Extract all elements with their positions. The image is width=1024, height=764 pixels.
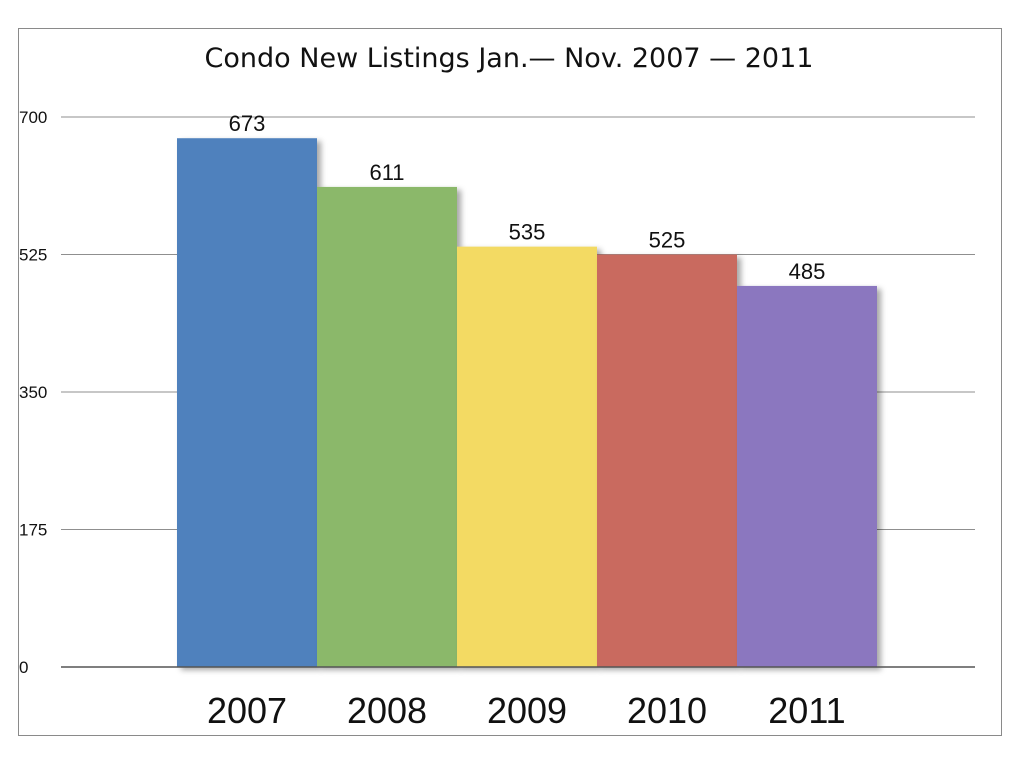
data-label-2008: 611	[369, 160, 404, 185]
y-tick-label: 700	[19, 108, 47, 127]
y-tick-label: 350	[19, 383, 47, 402]
y-axis-ticks: 0 175 350 525 700	[19, 108, 47, 677]
bar-2008	[317, 186, 457, 667]
y-tick-label: 175	[19, 521, 47, 540]
y-tick-label: 525	[19, 246, 47, 265]
chart-frame: Condo New Listings Jan.— Nov. 2007 — 201…	[18, 28, 1002, 736]
chart-title: Condo New Listings Jan.— Nov. 2007 — 201…	[205, 43, 814, 74]
x-axis-ticks: 2007 2008 2009 2010 2011	[207, 690, 846, 731]
x-tick-label-2009: 2009	[487, 690, 567, 731]
bar-2011	[737, 285, 877, 667]
bar-2009	[457, 246, 597, 667]
data-label-2010: 525	[649, 228, 686, 253]
data-label-2009: 535	[509, 220, 546, 245]
x-tick-label-2008: 2008	[347, 690, 427, 731]
bar-chart: Condo New Listings Jan.— Nov. 2007 — 201…	[19, 43, 975, 731]
bar-2010	[597, 254, 737, 667]
x-tick-label-2011: 2011	[768, 690, 845, 731]
y-tick-label: 0	[19, 658, 28, 677]
data-labels: 673 611 535 525 485	[229, 111, 826, 284]
bar-2007	[177, 138, 317, 667]
data-label-2007: 673	[229, 111, 266, 136]
data-label-2011: 485	[789, 259, 826, 284]
bars	[177, 138, 877, 667]
x-tick-label-2010: 2010	[627, 690, 707, 731]
x-tick-label-2007: 2007	[207, 690, 287, 731]
